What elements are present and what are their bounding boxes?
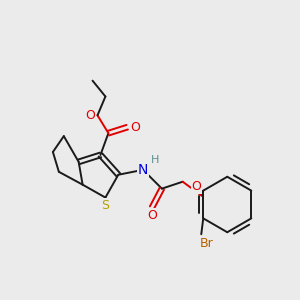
Text: N: N bbox=[138, 163, 148, 177]
Text: O: O bbox=[85, 109, 95, 122]
Text: O: O bbox=[147, 209, 157, 222]
Text: Br: Br bbox=[200, 237, 213, 250]
Text: O: O bbox=[192, 180, 202, 193]
Text: S: S bbox=[101, 199, 110, 212]
Text: O: O bbox=[130, 121, 140, 134]
Text: H: H bbox=[151, 155, 159, 165]
